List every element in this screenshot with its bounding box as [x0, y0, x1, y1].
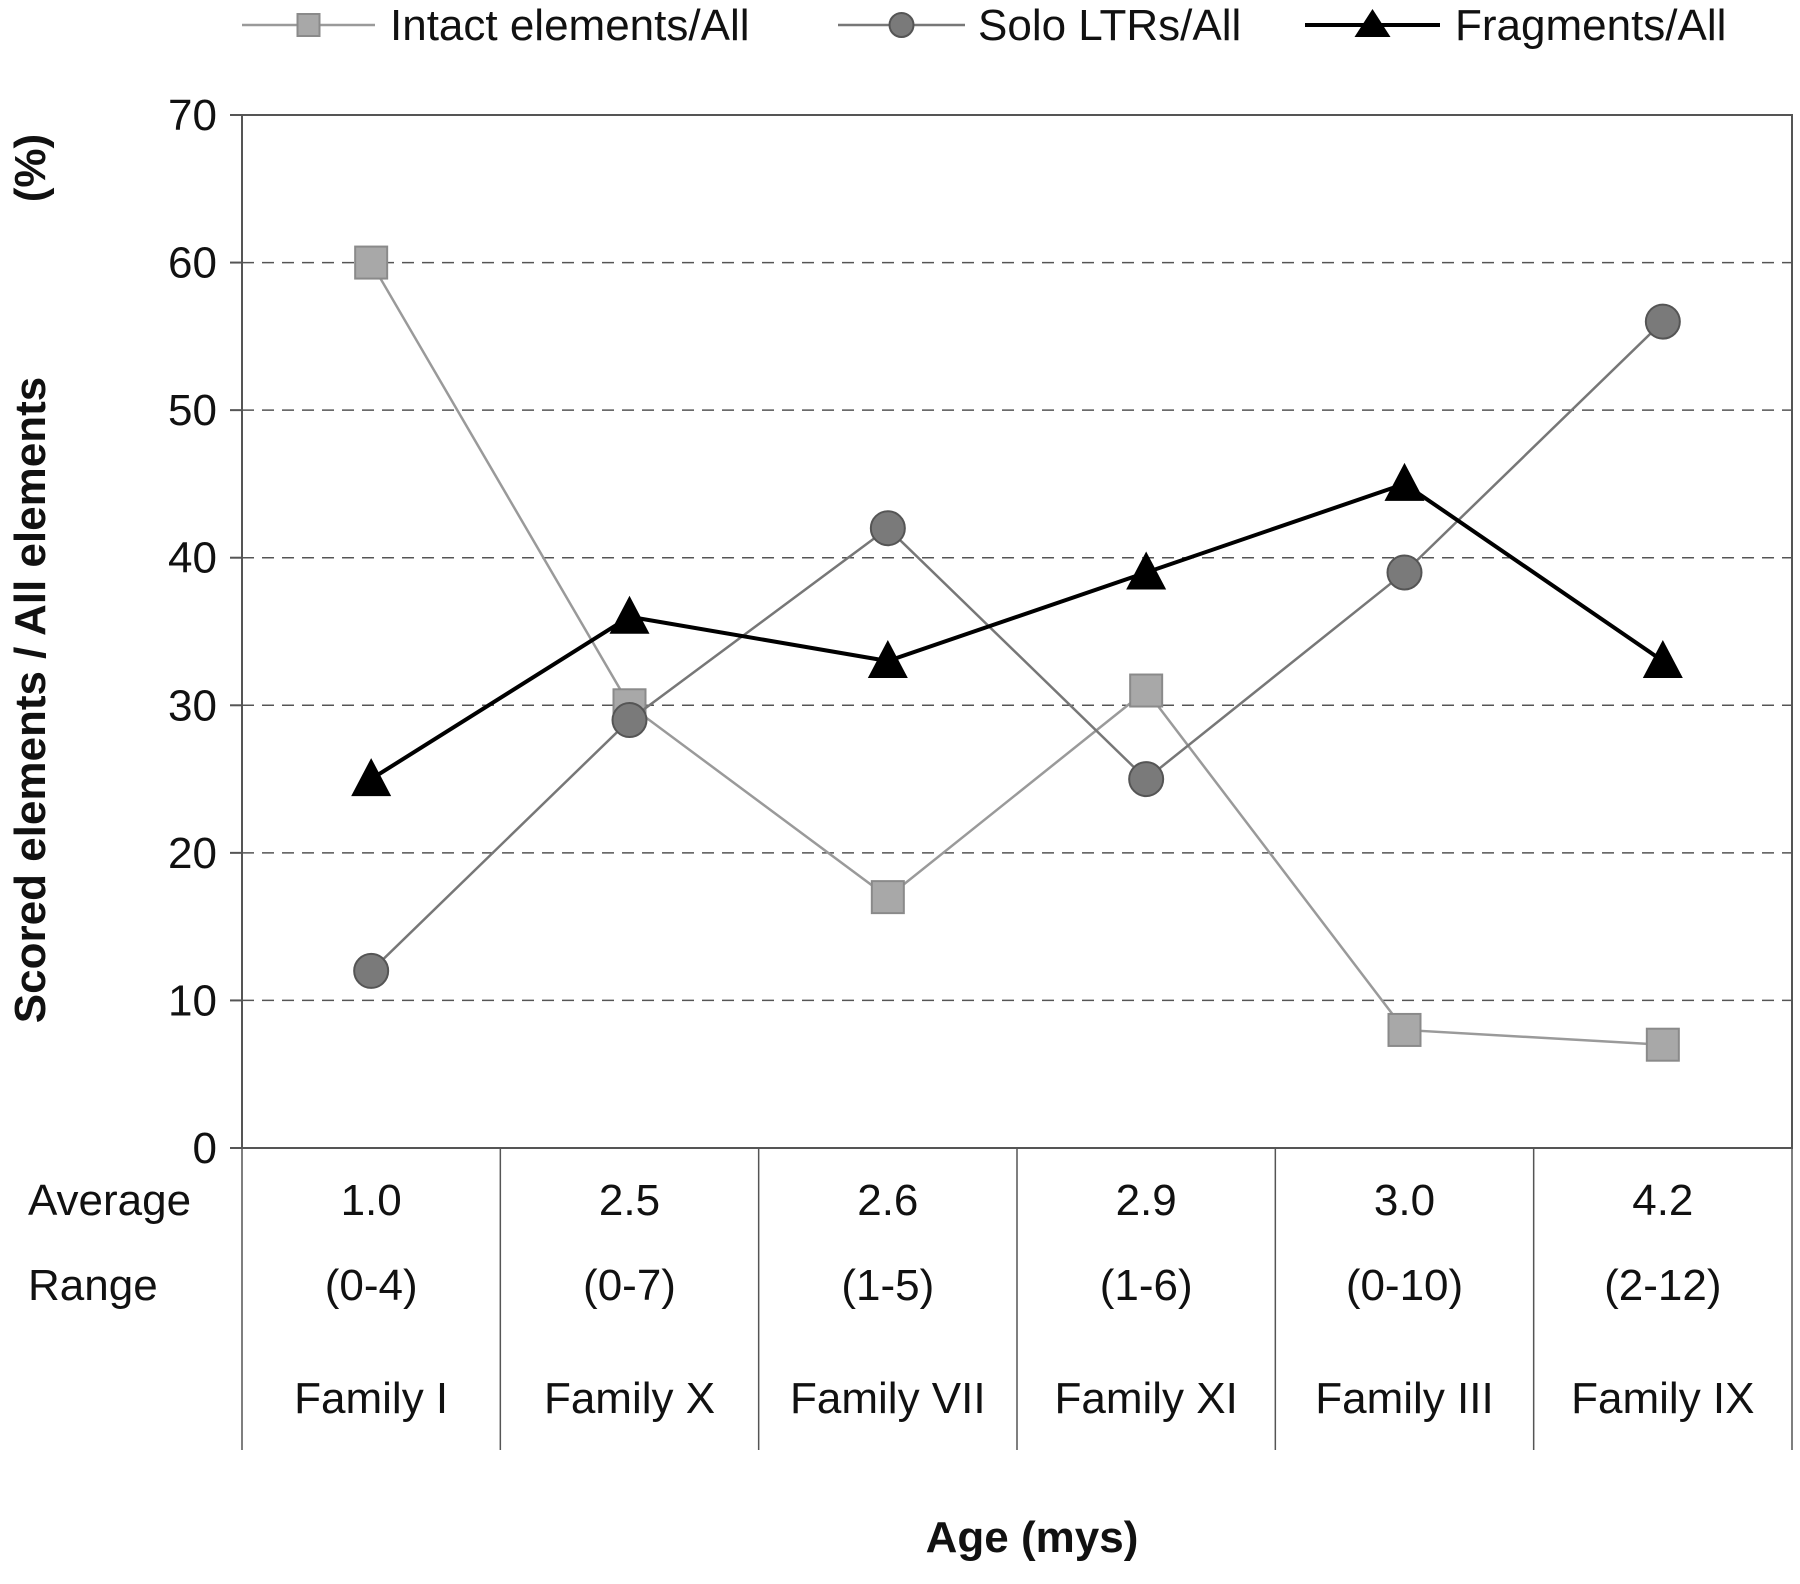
range-cell: (1-6)	[1100, 1261, 1193, 1310]
legend-marker	[296, 13, 321, 37]
y-tick-label: 10	[168, 976, 217, 1025]
data-point	[354, 245, 389, 280]
range-cell: (1-5)	[841, 1261, 934, 1310]
data-point	[609, 595, 650, 634]
range-cell: (0-4)	[325, 1261, 418, 1310]
legend-item: Fragments/All	[1305, 1, 1726, 50]
data-point	[353, 952, 390, 989]
y-axis-ticks: 0 10 20 30 40 50 60 70	[168, 91, 242, 1173]
legend: Intact elements/All Solo LTRs/All Fragment…	[242, 1, 1726, 50]
category-label: Family III	[1315, 1374, 1493, 1423]
category-label: Family X	[544, 1374, 715, 1423]
data-point	[1645, 1027, 1680, 1062]
series-line	[370, 481, 1664, 781]
legend-marker	[1354, 9, 1391, 37]
data-point	[1384, 462, 1425, 501]
data-point	[867, 640, 908, 679]
legend-label: Solo LTRs/All	[978, 1, 1241, 50]
series-circle	[353, 303, 1681, 989]
data-point	[1126, 551, 1167, 590]
legend-item: Intact elements/All	[242, 1, 750, 50]
series-line	[370, 320, 1664, 972]
y-tick-label: 0	[193, 1124, 217, 1173]
series-square	[354, 245, 1680, 1062]
series-group	[351, 245, 1683, 1062]
y-tick-label: 50	[168, 386, 217, 435]
data-point	[611, 702, 648, 739]
y-axis-title: Scored elements / All elements	[6, 377, 55, 1023]
data-point	[1386, 554, 1423, 591]
data-point	[1642, 640, 1683, 679]
y-axis-unit: (%)	[6, 134, 55, 202]
gridlines	[242, 261, 1792, 1002]
range-cell: (0-10)	[1346, 1261, 1463, 1310]
legend-marker	[888, 12, 915, 38]
range-cell: (2-12)	[1604, 1261, 1721, 1310]
y-tick-label: 20	[168, 829, 217, 878]
y-tick-label: 40	[168, 534, 217, 583]
category-label: Family XI	[1054, 1374, 1237, 1423]
legend-label: Fragments/All	[1455, 1, 1726, 50]
data-point	[1387, 1012, 1422, 1047]
category-label: Family VII	[790, 1374, 986, 1423]
data-point	[870, 880, 905, 915]
data-table: Average Range 1.0 (0-4) Family I 2.5 (0-7) Fami…	[28, 1148, 1793, 1450]
series-triangle	[351, 462, 1683, 797]
average-cell: 2.9	[1116, 1176, 1177, 1225]
average-cell: 4.2	[1632, 1176, 1693, 1225]
data-point	[1129, 673, 1164, 708]
average-cell: 2.6	[857, 1176, 918, 1225]
plot-frame	[241, 114, 1793, 1149]
category-label: Family IX	[1571, 1374, 1754, 1423]
row-label-range: Range	[28, 1261, 158, 1310]
legend-label: Intact elements/All	[390, 1, 750, 50]
data-point	[869, 510, 906, 547]
category-label: Family I	[294, 1374, 448, 1423]
data-point	[1644, 303, 1681, 340]
y-tick-label: 70	[168, 91, 217, 140]
legend-item: Solo LTRs/All	[838, 1, 1241, 50]
row-label-average: Average	[28, 1176, 191, 1225]
series-line	[370, 261, 1663, 1046]
y-tick-label: 30	[168, 681, 217, 730]
average-cell: 3.0	[1374, 1176, 1435, 1225]
average-cell: 1.0	[341, 1176, 402, 1225]
range-cell: (0-7)	[583, 1261, 676, 1310]
average-cell: 2.5	[599, 1176, 660, 1225]
data-point	[351, 758, 392, 797]
data-point	[1128, 761, 1165, 798]
x-axis-title: Age (mys)	[926, 1513, 1139, 1562]
y-tick-label: 60	[168, 239, 217, 288]
